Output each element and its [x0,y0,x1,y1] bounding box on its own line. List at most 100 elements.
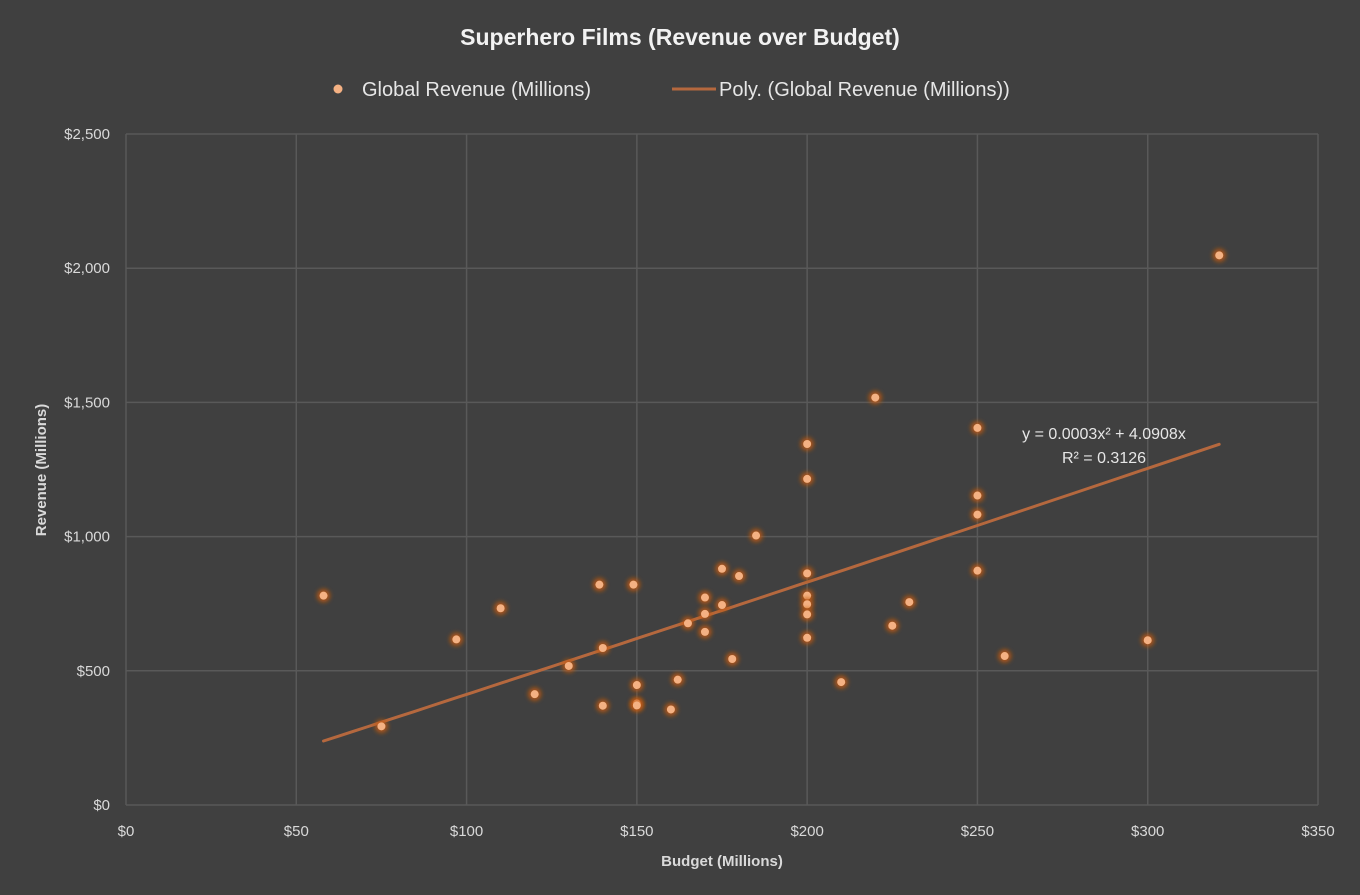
x-tick-label: $350 [1301,823,1334,840]
trendline [322,442,1221,743]
data-point-marker [752,531,761,540]
data-point [630,698,644,712]
y-tick-label: $500 [77,663,110,680]
data-point [725,652,739,666]
data-point [800,437,814,451]
x-tick-label: $150 [620,823,653,840]
data-point [664,702,678,716]
data-point-marker [595,580,604,589]
x-tick-label: $250 [961,823,994,840]
data-point [902,595,916,609]
data-point [592,578,606,592]
data-point-marker [377,722,386,731]
data-point-marker [1000,652,1009,661]
data-point-marker [452,635,461,644]
data-point-marker [496,604,505,613]
data-point [596,641,610,655]
data-point-marker [888,621,897,630]
data-point [596,699,610,713]
y-tick-label: $1,000 [64,529,110,546]
data-point-marker [871,393,880,402]
legend-marker-revenue [333,84,343,94]
data-point [970,564,984,578]
data-point-marker [1143,636,1152,645]
data-point [317,589,331,603]
data-point-marker [973,566,982,575]
x-tick-label: $0 [118,823,135,840]
legend-label-trendline: Poly. (Global Revenue (Millions)) [719,79,1010,101]
trendline-r-squared: R² = 0.3126 [1062,450,1146,467]
data-point-marker [718,564,726,573]
data-point [698,625,712,639]
data-point-marker [973,423,982,432]
data-point [374,719,388,733]
data-point-marker [319,591,328,600]
data-point-marker [803,569,812,578]
data-point-marker [564,661,573,670]
data-point-marker [632,681,641,690]
data-point-marker [598,701,607,710]
data-point [749,529,763,543]
data-point [800,631,814,645]
legend-label-revenue: Global Revenue (Millions) [362,79,591,101]
y-tick-label: $0 [93,797,110,814]
data-point [671,673,685,687]
x-tick-label: $50 [284,823,309,840]
y-tick-label: $2,000 [64,260,110,277]
y-tick-label: $1,500 [64,394,110,411]
x-tick-label: $100 [450,823,483,840]
data-point [970,508,984,522]
data-point-marker [803,440,812,449]
data-point-marker [700,593,709,602]
x-tick-label: $200 [790,823,823,840]
data-point [715,562,729,576]
data-point [1212,248,1226,262]
data-point [732,569,746,583]
data-point-marker [728,654,737,663]
data-point-marker [718,601,726,610]
data-point [494,601,508,615]
data-point [970,489,984,503]
data-point [834,675,848,689]
data-point [698,591,712,605]
data-point [885,619,899,633]
data-point-marker [530,690,539,699]
data-point [715,598,729,612]
data-point [800,472,814,486]
y-tick-label: $2,500 [64,126,110,143]
y-axis-ticks: $0 $500 $1,000 $1,500 $2,000 $2,500 [64,126,110,814]
data-point [800,597,814,611]
chart-title: Superhero Films (Revenue over Budget) [460,24,900,50]
x-axis-title: Budget (Millions) [661,853,783,870]
x-tick-label: $300 [1131,823,1164,840]
data-point-marker [803,633,812,642]
data-points [317,248,1226,733]
data-point-marker [973,491,982,500]
data-point-marker [803,474,812,483]
data-point [800,566,814,580]
data-point [800,607,814,621]
data-point-marker [673,675,682,684]
data-point-marker [629,580,638,589]
data-point-marker [666,705,675,714]
y-axis-title: Revenue (Millions) [33,404,50,537]
data-point [528,687,542,701]
data-point-marker [700,627,709,636]
data-point-marker [973,510,982,519]
data-point [630,678,644,692]
data-point-marker [683,619,692,628]
trendline-path [322,442,1221,743]
data-point-marker [803,591,812,600]
data-point [681,616,695,630]
data-point [970,421,984,435]
data-point [562,659,576,673]
data-point-marker [598,643,607,652]
data-point-marker [632,701,641,710]
trendline-equation: y = 0.0003x² + 4.0908x [1022,426,1186,443]
data-point [868,391,882,405]
data-point-marker [700,609,709,618]
data-point-marker [735,572,744,581]
data-point [626,578,640,592]
data-point [698,607,712,621]
